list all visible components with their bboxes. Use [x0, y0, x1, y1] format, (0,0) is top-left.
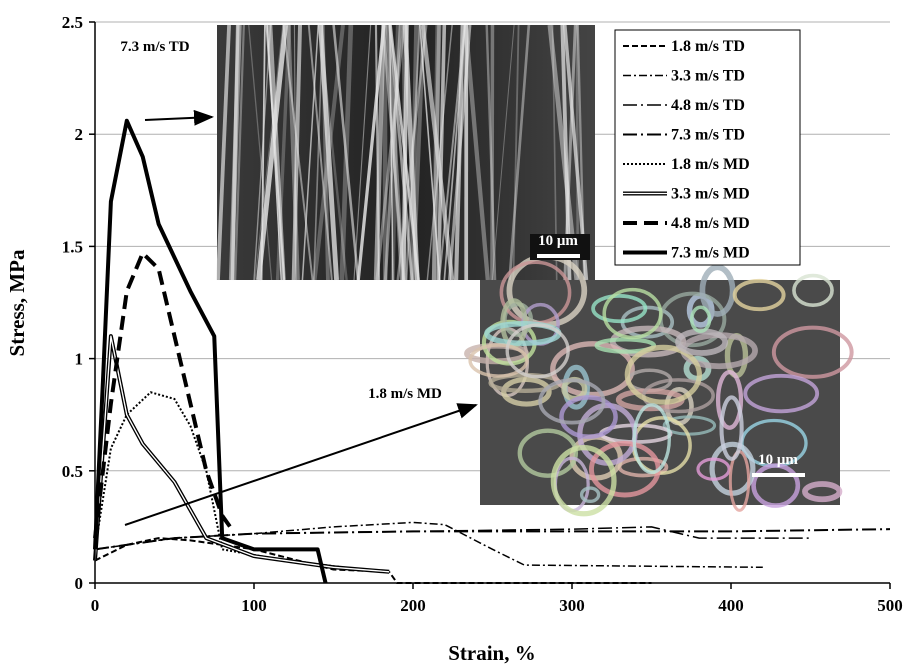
- legend-box: [614, 29, 801, 266]
- x-tick-label: 200: [400, 596, 426, 615]
- legend-label: 3.3 m/s TD: [671, 68, 745, 85]
- y-tick-label: 2.5: [62, 13, 83, 32]
- series-line-inner: [94, 335, 390, 573]
- legend: 1.8 m/s TD 3.3 m/s TD 4.8 m/s TD 7.3 m/s TD…: [614, 29, 801, 266]
- y-tick-label: 0.5: [62, 462, 83, 481]
- legend-label: 1.8 m/s TD: [671, 38, 745, 55]
- arrow: [144, 109, 214, 126]
- legend-label: 7.3 m/s TD: [671, 127, 745, 144]
- sem-image-md: [464, 253, 854, 517]
- y-tick-label: 2: [75, 125, 84, 144]
- series-line: [93, 251, 232, 539]
- series-line: [93, 118, 328, 584]
- x-tick-label: 100: [241, 596, 267, 615]
- scale-bar-label: 10 μm: [758, 452, 798, 468]
- series-line: [94, 537, 652, 584]
- x-tick-label: 400: [718, 596, 744, 615]
- x-tick-label: 0: [91, 596, 100, 615]
- legend-label: 4.8 m/s TD: [671, 97, 745, 114]
- x-tick-label: 300: [559, 596, 585, 615]
- x-tick-label: 500: [877, 596, 903, 615]
- y-tick-label: 0: [75, 574, 84, 593]
- series-line: [94, 528, 891, 551]
- y-tick-label: 1: [75, 350, 84, 369]
- annotation-bg: [100, 34, 212, 58]
- annotation: 7.3 m/s TD: [120, 39, 189, 55]
- legend-label: 1.8 m/s MD: [671, 156, 750, 173]
- y-tick-label: 1.5: [62, 237, 83, 256]
- scale-bar-label: 10 μm: [538, 233, 578, 249]
- arrow: [124, 403, 478, 526]
- annotation: 1.8 m/s MD: [368, 386, 442, 402]
- series-line: [94, 521, 763, 569]
- y-axis-label: Stress, MPa: [5, 249, 29, 356]
- legend-label: 4.8 m/s MD: [671, 215, 750, 232]
- legend-label: 7.3 m/s MD: [671, 245, 750, 262]
- x-axis-label: Strain, %: [448, 641, 536, 665]
- legend-label: 3.3 m/s MD: [671, 186, 750, 203]
- series-line: [93, 334, 390, 574]
